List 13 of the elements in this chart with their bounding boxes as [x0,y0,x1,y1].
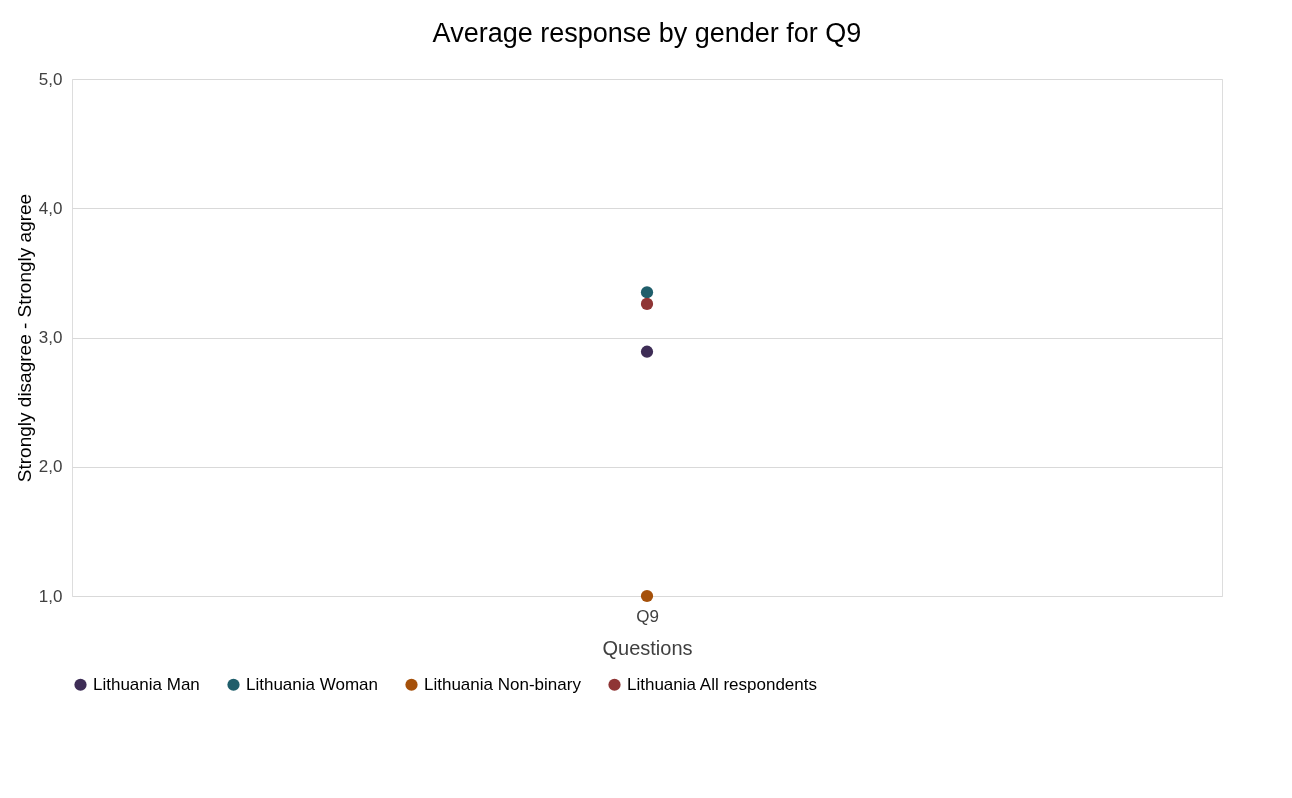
y-tick-label: 5,0 [38,69,63,89]
chart-title: Average response by gender for Q9 [432,18,862,48]
x-tick-label: Q9 [636,606,659,626]
y-tick-label: 4,0 [38,198,63,218]
legend-label: Lithuania Non-binary [424,674,582,694]
y-tick-label: 1,0 [38,586,63,606]
y-axis-title: Strongly disagree - Strongly agree [13,193,35,483]
x-axis-title: Questions [602,636,693,659]
legend-label: Lithuania All respondents [627,674,817,694]
y-tick-label: 2,0 [38,457,63,477]
legend-label: Lithuania Woman [246,674,378,694]
y-tick-label: 3,0 [38,328,63,347]
legend-label: Lithuania Man [93,674,200,694]
